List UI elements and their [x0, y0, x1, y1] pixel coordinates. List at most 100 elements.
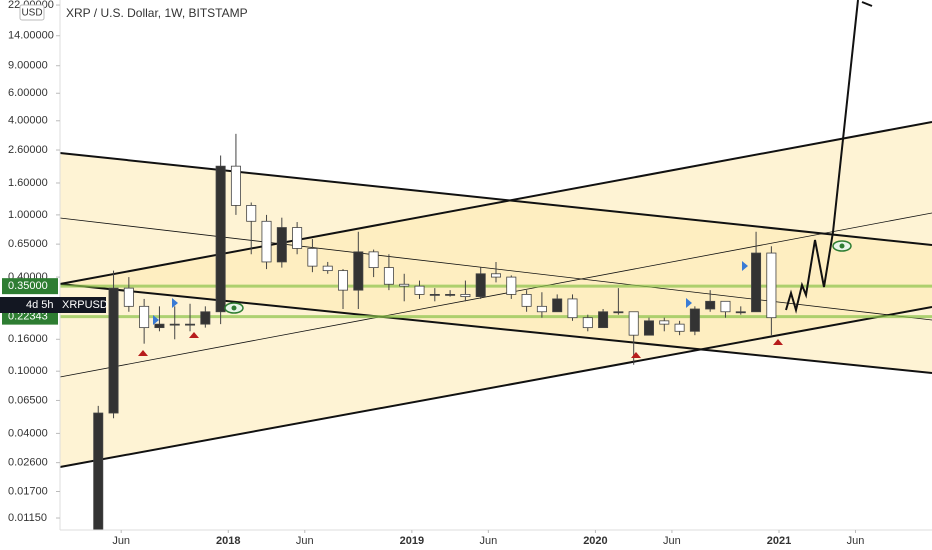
- x-tick-label: Jun: [296, 535, 314, 547]
- marker-blue: [742, 261, 748, 271]
- annotations: [138, 0, 873, 358]
- y-tick-label: 1.60000: [8, 177, 48, 189]
- countdown: 4d 5h: [26, 299, 54, 311]
- candle-body: [628, 311, 639, 336]
- y-tick-label: 0.01150: [8, 512, 47, 524]
- candle-body: [169, 323, 180, 326]
- candle-body: [215, 165, 226, 313]
- candle-body: [445, 293, 456, 296]
- candle-body: [735, 311, 746, 314]
- candle-body: [276, 227, 287, 263]
- x-axis-area: [60, 530, 932, 550]
- candle-body: [521, 293, 532, 307]
- candle-body: [414, 285, 425, 295]
- x-tick-label: Jun: [479, 535, 497, 547]
- channel-line: [59, 306, 932, 468]
- x-tick-label: 2019: [400, 535, 424, 547]
- y-tick-label: 0.16000: [8, 333, 48, 345]
- x-tick-label: 2021: [767, 535, 791, 547]
- y-tick-label: 0.02600: [8, 457, 48, 469]
- channel-line: [59, 152, 932, 246]
- candles: [93, 133, 777, 550]
- channel-line: [59, 121, 932, 285]
- candle-body: [93, 412, 104, 548]
- x-tick-label: 2020: [583, 535, 607, 547]
- x-tick-label: Jun: [663, 535, 681, 547]
- candle-body: [353, 251, 364, 291]
- marker-blue: [172, 298, 178, 308]
- candle-body: [429, 293, 440, 296]
- candle-body: [751, 252, 762, 313]
- candle-body: [506, 276, 517, 295]
- candle-body: [307, 248, 318, 267]
- candle-body: [705, 300, 716, 310]
- channel-line: [59, 283, 932, 374]
- x-tick-label: Jun: [847, 535, 865, 547]
- marker-red: [189, 332, 199, 338]
- candle-body: [261, 220, 272, 263]
- candle-body: [766, 252, 777, 319]
- symbol: XRPUSD: [62, 299, 108, 311]
- candle-body: [613, 311, 624, 314]
- candle-body: [598, 311, 609, 329]
- candle-body: [246, 205, 257, 222]
- marker-red: [773, 339, 783, 345]
- arrow-head: [861, 1, 873, 7]
- y-axis-area: [0, 0, 60, 550]
- y-tick-label: 0.10000: [8, 365, 48, 377]
- marker-blue: [686, 298, 692, 308]
- y-tick-label: 0.65000: [8, 238, 48, 250]
- eye-icon: [224, 302, 244, 314]
- x-tick-label: 2018: [216, 535, 240, 547]
- candle-body: [567, 298, 578, 319]
- chart-title: XRP / U.S. Dollar, 1W, BITSTAMP: [66, 6, 248, 20]
- candle-body: [185, 323, 196, 326]
- candle-body: [689, 308, 700, 332]
- candle-body: [475, 273, 486, 298]
- candle-body: [368, 251, 379, 269]
- candle-body: [123, 287, 134, 307]
- candle-body: [582, 317, 593, 329]
- price-label-box: [2, 278, 58, 295]
- candle-body: [383, 267, 394, 285]
- x-tick-label: Jun: [112, 535, 130, 547]
- candle-body: [674, 323, 685, 332]
- eye-icon: [832, 240, 852, 252]
- candle-body: [552, 298, 563, 313]
- candle-body: [643, 320, 654, 336]
- candle-body: [322, 265, 333, 272]
- candle-body: [399, 283, 410, 287]
- candle-body: [154, 323, 165, 329]
- candle-body: [460, 293, 471, 298]
- y-tick-label: 0.04000: [8, 427, 48, 439]
- price-label: 0.35000: [8, 280, 48, 292]
- candle-body: [338, 270, 349, 291]
- ascending-channel: [60, 122, 932, 467]
- y-tick-label: 6.00000: [8, 87, 48, 99]
- y-tick-label: 4.00000: [8, 115, 48, 127]
- y-tick-label: 0.06500: [8, 394, 48, 406]
- y-tick-label: 1.00000: [8, 209, 48, 221]
- projection-path: [785, 0, 859, 314]
- y-tick-label: 14.00000: [8, 30, 54, 42]
- y-tick-label: 9.00000: [8, 60, 48, 72]
- candle-body: [230, 165, 241, 206]
- marker-red: [631, 352, 641, 358]
- candle-body: [108, 287, 119, 414]
- candle-body: [491, 273, 501, 278]
- price-label: 0.22343: [8, 311, 48, 323]
- candle-body: [659, 320, 670, 325]
- y-tick-label: 2.60000: [8, 144, 48, 156]
- candle-body: [536, 305, 547, 313]
- marker-red: [138, 350, 148, 356]
- candle-body: [292, 227, 303, 249]
- currency: USD: [21, 8, 42, 19]
- mid-line: [59, 212, 932, 378]
- symbol-box: [0, 297, 106, 313]
- candle-body: [139, 305, 150, 329]
- y-tick-label: 0.01700: [8, 485, 48, 497]
- candle-body: [200, 311, 211, 325]
- candle-body: [720, 300, 731, 313]
